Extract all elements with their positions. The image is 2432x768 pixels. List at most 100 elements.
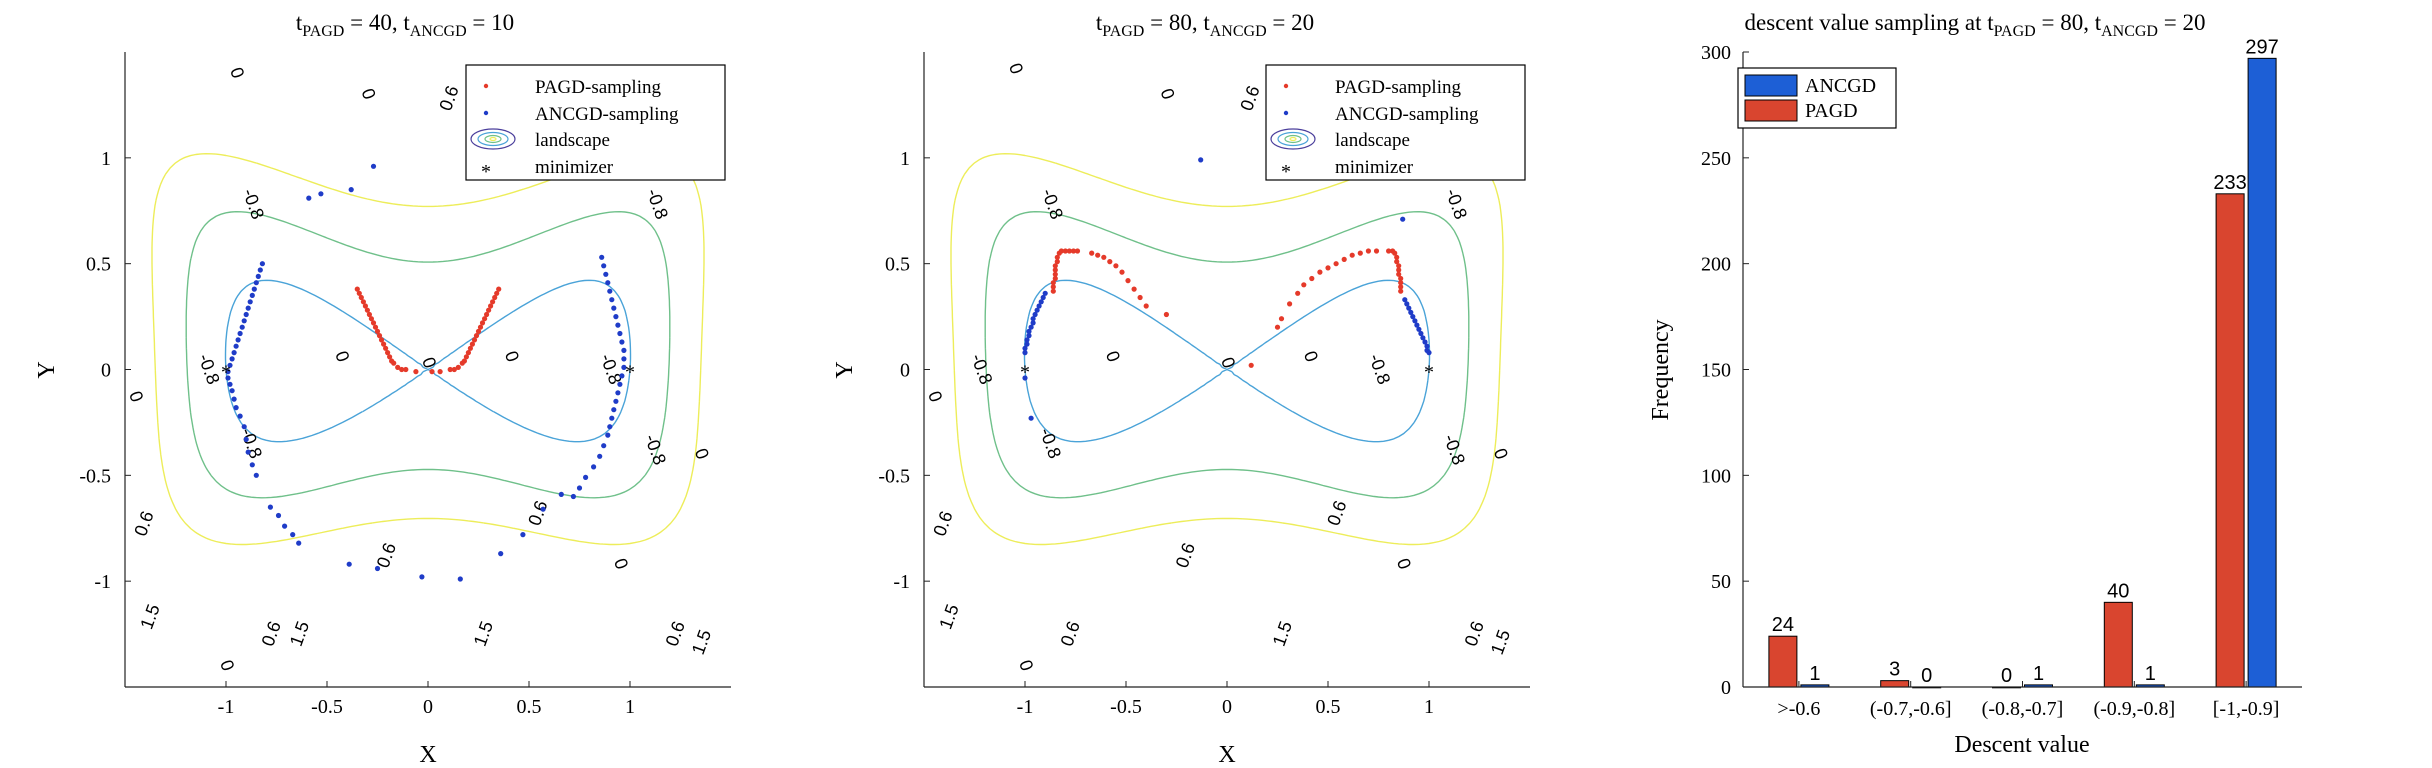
ancgd-sampling-point [253, 280, 259, 286]
x-tick-label: (-0.8,-0.7] [1982, 698, 2064, 720]
contour-label: 1.5 [1269, 618, 1296, 648]
minimizer-point: * [221, 362, 231, 384]
pagd-sampling-point [1309, 275, 1315, 282]
ancgd-sampling-point [609, 297, 615, 303]
legend: PAGD-sampling ANCGD-sampling landscape *… [1265, 64, 1526, 183]
pagd-sampling-point [358, 294, 364, 301]
ancgd-sampling-point [1408, 309, 1414, 315]
pagd-sampling-point [1373, 248, 1380, 254]
ancgd-sampling-point [601, 263, 607, 269]
y-tick-label: 1 [900, 148, 910, 170]
pagd-sampling-point [455, 364, 461, 370]
ancgd-sampling-point [1030, 320, 1036, 326]
pagd-sampling-point [1113, 263, 1119, 269]
pagd-sampling-point [1274, 324, 1281, 330]
y-tick-label: 0 [1721, 677, 1731, 699]
contour-label: 0.6 [258, 618, 285, 648]
pagd-sampling-point [1341, 256, 1347, 262]
x-tick-label: 1 [1424, 696, 1434, 718]
y-tick-label: 0.5 [885, 254, 910, 276]
contour-label: -0.8 [1442, 186, 1471, 222]
contour-label: 0 [125, 388, 147, 404]
contour-label: 1.5 [688, 627, 715, 657]
pagd-sampling-point [1052, 263, 1058, 269]
ancgd-sampling-point [318, 191, 324, 197]
ancgd-sampling-point [296, 540, 302, 546]
pagd-sampling-point [463, 354, 469, 360]
y-axis-label: Y [832, 361, 858, 378]
pagd-sampling-point [482, 316, 488, 322]
ancgd-sampling-point [1026, 333, 1032, 339]
pagd-sampling-point [461, 358, 467, 364]
pagd-sampling-point [494, 290, 500, 296]
contour-label: 0 [357, 86, 379, 102]
pagd-sampling-point [1050, 288, 1056, 294]
pagd-sampling-point [1357, 250, 1363, 256]
contour-label: 0 [1490, 446, 1512, 462]
ancgd-sampling-point [237, 413, 243, 419]
x-axis-label: X [1218, 742, 1235, 768]
contour-label: -0.8 [967, 351, 996, 387]
ancgd-sampling-point [621, 364, 627, 370]
pagd-sampling-point [368, 316, 374, 322]
pagd-sampling-point [1248, 362, 1254, 368]
pagd-sampling-point [1058, 248, 1064, 254]
x-tick-label: 0.5 [517, 696, 542, 718]
ancgd-sampling-point [621, 347, 627, 353]
contour-label: 1.5 [136, 602, 163, 632]
pagd-sampling-point [372, 324, 379, 330]
contour-label: 0 [691, 446, 713, 462]
legend-marker-ancgd [483, 110, 489, 116]
ancgd-sampling-point [306, 195, 312, 201]
y-tick-label: 150 [1701, 360, 1731, 382]
pagd-sampling-point [1131, 286, 1137, 292]
ancgd-sampling-point [1022, 345, 1028, 351]
legend-landscape-icon [1270, 128, 1316, 150]
ancgd-sampling-point [1412, 318, 1418, 324]
contour-label: 0 [1005, 60, 1027, 76]
ancgd-bar-value-label: 1 [1809, 663, 1820, 685]
bar-chart-title: descent value sampling at tPAGD = 80, tA… [1745, 10, 2206, 40]
legend-swatch-ancgd [1744, 74, 1798, 97]
ancgd-sampling-point [247, 299, 253, 305]
contour-label: 0 [1015, 657, 1037, 673]
contour-label: 0.6 [1461, 618, 1488, 648]
pagd-sampling-point [477, 324, 484, 330]
legend-swatch-pagd [1744, 99, 1798, 122]
ancgd-sampling-point [225, 375, 231, 381]
y-tick-label: 0 [900, 360, 910, 382]
ancgd-sampling-point [597, 453, 603, 459]
ancgd-sampling-point [275, 512, 282, 519]
contour-label: -0.8 [239, 186, 268, 222]
pagd-bar-value-label: 0 [2001, 665, 2012, 687]
ancgd-sampling-point [1024, 341, 1030, 347]
legend-marker-pagd [483, 83, 489, 89]
y-tick-label: 0.5 [86, 254, 111, 276]
legend-box [465, 64, 726, 181]
pagd-sampling-point [1349, 252, 1355, 258]
x-axis-label: Descent value [1954, 732, 2089, 758]
ancgd-sampling-point [1418, 330, 1424, 337]
pagd-sampling-point [475, 328, 482, 334]
pagd-sampling-point [473, 333, 480, 339]
axes: -1 -0.5 0 0.5 1 -1 -0.5 0 0.5 1 [79, 52, 731, 718]
ancgd-sampling-point [607, 288, 613, 294]
ancgd-sampling-point [1400, 216, 1406, 222]
pagd-sampling-point [467, 345, 473, 351]
pagd-sampling-point [1396, 267, 1402, 273]
pagd-sampling-point [1333, 261, 1339, 267]
ancgd-sampling-point [605, 280, 611, 286]
pagd-sampling-point [364, 307, 370, 313]
contour-label: -0.8 [641, 432, 670, 468]
pagd-sampling-point [1394, 254, 1400, 260]
pagd-sampling-point [1325, 265, 1331, 271]
ancgd-sampling-point [251, 286, 257, 292]
pagd-sampling-point [1137, 294, 1143, 301]
pagd-sampling-point [451, 366, 457, 373]
pagd-bar [2215, 193, 2245, 688]
ancgd-bar [2247, 57, 2277, 688]
pagd-sampling-point [1089, 250, 1095, 256]
minimizer-point: * [1424, 362, 1434, 384]
